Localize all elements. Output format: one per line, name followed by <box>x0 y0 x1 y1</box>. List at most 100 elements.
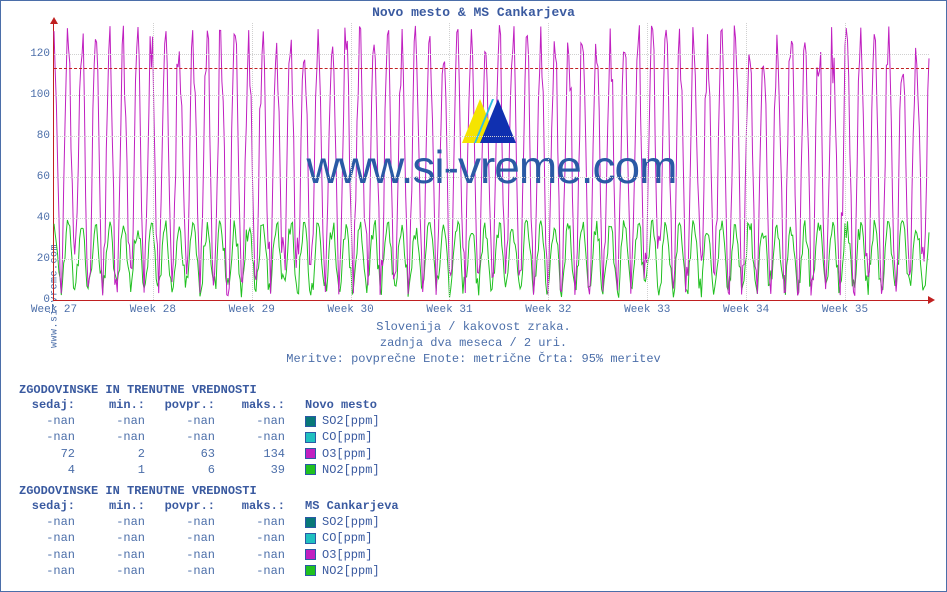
legend-item: SO2[ppm] <box>299 413 380 429</box>
legend-swatch <box>305 416 316 427</box>
legend-item: SO2[ppm] <box>299 514 380 530</box>
table-cell: -nan <box>229 429 299 445</box>
ytick-label: 80 <box>20 130 50 142</box>
table-cell: -nan <box>159 530 229 546</box>
table-row: 41639 NO2[ppm] <box>19 462 399 478</box>
column-header: maks.: <box>229 397 299 413</box>
legend-swatch <box>305 432 316 443</box>
subtitle-line: Slovenija / kakovost zraka. <box>1 319 946 335</box>
table-header-row: sedaj:min.:povpr.:maks.:Novo mesto <box>19 397 399 413</box>
xtick-label: Week 28 <box>130 304 176 316</box>
legend-swatch <box>305 549 316 560</box>
table-cell: 134 <box>229 446 299 462</box>
legend-swatch <box>305 565 316 576</box>
table-row: -nan-nan-nan-nanCO[ppm] <box>19 530 399 546</box>
table-cell: 2 <box>89 446 159 462</box>
xtick-label: Week 34 <box>723 304 769 316</box>
table-cell: -nan <box>159 429 229 445</box>
ytick-label: 40 <box>20 212 50 224</box>
legend-swatch <box>305 464 316 475</box>
legend-item: NO2[ppm] <box>299 462 380 478</box>
legend-label: NO2[ppm] <box>322 563 380 579</box>
table-cell: -nan <box>89 514 159 530</box>
xtick-label: Week 31 <box>426 304 472 316</box>
legend-item: O3[ppm] <box>299 547 372 563</box>
column-header: sedaj: <box>19 498 89 514</box>
xtick-label: Week 30 <box>328 304 374 316</box>
table-cell: -nan <box>19 530 89 546</box>
table-cell: 6 <box>159 462 229 478</box>
xtick-label: Week 35 <box>822 304 868 316</box>
table-cell: -nan <box>19 429 89 445</box>
legend-label: O3[ppm] <box>322 547 372 563</box>
table-row: -nan-nan-nan-nanSO2[ppm] <box>19 514 399 530</box>
table-heading: ZGODOVINSKE IN TRENUTNE VREDNOSTI <box>19 484 399 498</box>
table-cell: -nan <box>229 547 299 563</box>
table-row: -nan-nan-nan-nanO3[ppm] <box>19 547 399 563</box>
xtick-label: Week 29 <box>229 304 275 316</box>
table-cell: -nan <box>89 429 159 445</box>
station-name: MS Cankarjeva <box>299 498 399 514</box>
table-cell: -nan <box>19 563 89 579</box>
xtick-label: Week 32 <box>525 304 571 316</box>
ytick-label: 60 <box>20 171 50 183</box>
chart-frame: www.si-vreme.com Novo mesto & MS Cankarj… <box>0 0 947 592</box>
subtitle-line: zadnja dva meseca / 2 uri. <box>1 335 946 351</box>
series-O3_novo_mesto <box>54 25 929 296</box>
table-header-row: sedaj:min.:povpr.:maks.:MS Cankarjeva <box>19 498 399 514</box>
xtick-label: Week 27 <box>31 304 77 316</box>
station-name: Novo mesto <box>299 397 377 413</box>
table-cell: 39 <box>229 462 299 478</box>
legend-swatch <box>305 533 316 544</box>
legend-label: SO2[ppm] <box>322 514 380 530</box>
chart-area: www.si-vreme.com 020406080100120Week 27W… <box>53 23 929 301</box>
table-cell: -nan <box>229 530 299 546</box>
table-cell: -nan <box>159 547 229 563</box>
table-cell: -nan <box>159 563 229 579</box>
table-cell: -nan <box>89 413 159 429</box>
legend-label: O3[ppm] <box>322 446 372 462</box>
legend-label: CO[ppm] <box>322 429 372 445</box>
column-header: sedaj: <box>19 397 89 413</box>
column-header: maks.: <box>229 498 299 514</box>
table-row: -nan-nan-nan-nanSO2[ppm] <box>19 413 399 429</box>
watermark-logo-icon <box>462 99 522 147</box>
column-header: min.: <box>89 498 159 514</box>
table-cell: 1 <box>89 462 159 478</box>
data-tables: ZGODOVINSKE IN TRENUTNE VREDNOSTIsedaj:m… <box>19 377 399 579</box>
table-cell: -nan <box>229 514 299 530</box>
table-cell: -nan <box>159 514 229 530</box>
table-cell: -nan <box>229 413 299 429</box>
arrow-right-icon <box>928 296 935 304</box>
legend-item: CO[ppm] <box>299 530 372 546</box>
legend-swatch <box>305 448 316 459</box>
table-heading: ZGODOVINSKE IN TRENUTNE VREDNOSTI <box>19 383 399 397</box>
table-cell: 72 <box>19 446 89 462</box>
table-row: -nan-nan-nan-nanCO[ppm] <box>19 429 399 445</box>
legend-item: NO2[ppm] <box>299 563 380 579</box>
legend-label: SO2[ppm] <box>322 413 380 429</box>
legend-label: NO2[ppm] <box>322 462 380 478</box>
legend-label: CO[ppm] <box>322 530 372 546</box>
table-row: 72263134 O3[ppm] <box>19 446 399 462</box>
table-cell: 63 <box>159 446 229 462</box>
table-cell: -nan <box>229 563 299 579</box>
ytick-label: 20 <box>20 253 50 265</box>
column-header: povpr.: <box>159 498 229 514</box>
table-cell: -nan <box>19 547 89 563</box>
table-row: -nan-nan-nan-nanNO2[ppm] <box>19 563 399 579</box>
legend-item: CO[ppm] <box>299 429 372 445</box>
legend-swatch <box>305 517 316 528</box>
table-cell: -nan <box>159 413 229 429</box>
column-header: povpr.: <box>159 397 229 413</box>
column-header: min.: <box>89 397 159 413</box>
table-cell: -nan <box>19 413 89 429</box>
ytick-label: 100 <box>20 89 50 101</box>
subtitle-line: Meritve: povprečne Enote: metrične Črta:… <box>1 351 946 367</box>
xtick-label: Week 33 <box>624 304 670 316</box>
table-cell: -nan <box>19 514 89 530</box>
table-cell: 4 <box>19 462 89 478</box>
legend-item: O3[ppm] <box>299 446 372 462</box>
chart-subtitles: Slovenija / kakovost zraka. zadnja dva m… <box>1 319 946 368</box>
ytick-label: 120 <box>20 48 50 60</box>
